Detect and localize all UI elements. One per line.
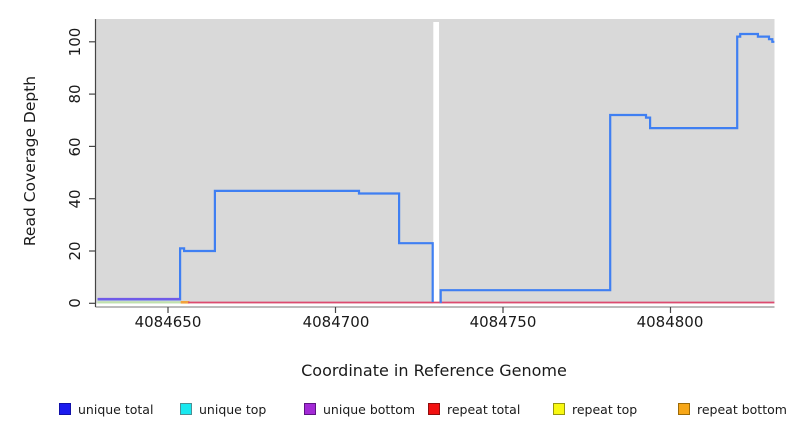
legend-label: repeat bottom <box>697 401 787 417</box>
legend-item-repeat-top: repeat top <box>553 400 637 418</box>
repeat-top-swatch-icon <box>553 403 565 415</box>
unique-bottom-swatch-icon <box>304 403 316 415</box>
series-line-unique-total <box>97 189 434 302</box>
unique-top-swatch-icon <box>180 403 192 415</box>
legend-label: unique top <box>199 401 267 417</box>
unique-total-swatch-icon <box>59 403 71 415</box>
repeat-bottom-swatch-icon <box>678 403 690 415</box>
legend-item-repeat-bottom: repeat bottom <box>678 400 787 418</box>
legend-item-unique-total: unique total <box>59 400 153 418</box>
x-tick-label: 4084700 <box>302 313 370 331</box>
legend-label: unique bottom <box>323 401 416 417</box>
x-axis-title: Coordinate in Reference Genome <box>301 361 567 380</box>
legend-label: repeat total <box>447 401 521 417</box>
y-tick-label: 20 <box>66 241 84 261</box>
y-tick-label: 40 <box>66 189 84 209</box>
y-axis-title: Read Coverage Depth <box>21 75 39 247</box>
x-tick-label: 4084750 <box>469 313 537 331</box>
x-tick-label: 4084800 <box>636 313 704 331</box>
y-tick-label: 60 <box>66 137 84 157</box>
legend-label: unique total <box>78 401 154 417</box>
legend-item-repeat-total: repeat total <box>428 400 520 418</box>
repeat-total-swatch-icon <box>428 403 440 415</box>
legend-label: repeat top <box>572 401 638 417</box>
series-line-unique-total <box>439 32 775 304</box>
y-tick-label: 0 <box>66 298 84 309</box>
legend-item-unique-top: unique top <box>180 400 266 418</box>
y-tick-label: 100 <box>66 27 84 57</box>
coverage-gap-band <box>433 22 440 304</box>
x-tick-label: 4084650 <box>134 313 202 331</box>
y-tick-label: 80 <box>66 84 84 104</box>
legend-item-unique-bottom: unique bottom <box>304 400 415 418</box>
